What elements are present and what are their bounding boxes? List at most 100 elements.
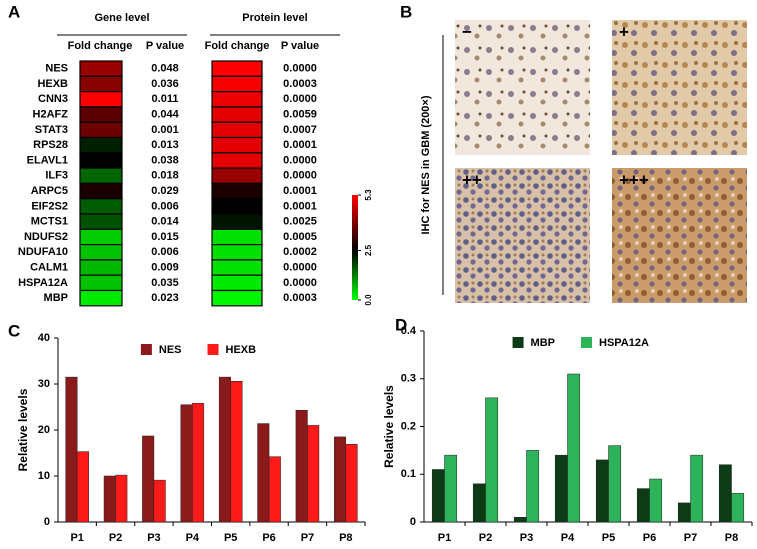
p-value: 0.0000 (283, 93, 317, 105)
x-tick-label: P3 (520, 532, 533, 544)
bar (595, 459, 609, 523)
row-label: CNN3 (38, 93, 68, 105)
heat-cell (211, 136, 263, 154)
p-value: 0.0059 (283, 108, 317, 120)
x-tick-label: P1 (438, 532, 451, 544)
row-label: ELAVL1 (27, 154, 68, 166)
heat-cell (211, 244, 263, 261)
y-tick-label: 10 (38, 470, 50, 482)
heat-cell (79, 228, 123, 246)
row-label: ARPC5 (31, 185, 68, 197)
column-label: Fold change (68, 40, 133, 52)
y-tick-label: 0.2 (401, 420, 416, 432)
p-value: 0.013 (151, 139, 179, 151)
heat-cell (211, 90, 263, 108)
row-label: MBP (44, 292, 68, 304)
bar (345, 444, 358, 523)
p-value: 0.0025 (283, 216, 317, 228)
row-label: NDUFA10 (18, 246, 68, 258)
ihc-grade: +++ (619, 170, 649, 189)
p-value: 0.0001 (283, 139, 317, 151)
row-label: EIF2S2 (31, 200, 68, 212)
bar (257, 423, 270, 523)
p-value: 0.0005 (283, 231, 317, 243)
y-tick-label: 0 (44, 516, 50, 528)
p-value: 0.018 (151, 170, 179, 182)
y-axis-label: Relative levels (16, 388, 30, 471)
p-value: 0.0000 (283, 154, 317, 166)
heat-cell (211, 106, 263, 123)
heat-cell (79, 213, 123, 230)
bar (268, 456, 281, 523)
x-tick-label: P1 (70, 532, 83, 544)
heat-cell (79, 167, 123, 185)
p-value: 0.006 (151, 246, 179, 258)
heat-cell (211, 259, 263, 276)
panel-c: C 0 10 20 30 40 Relative levels P1 P2 P3 P4 P5 P6 P7 P… (8, 321, 366, 544)
heat-cell (79, 90, 123, 108)
heat-cell (79, 136, 123, 154)
x-tick-label: P3 (147, 532, 160, 544)
heat-cell (79, 259, 123, 276)
x-tick-label: P5 (224, 532, 237, 544)
panel-b: B IHC for NES in GBM (200×) − + ++ +++ (400, 2, 747, 303)
bar (180, 404, 193, 523)
group-header: Gene level (94, 12, 149, 24)
ihc-title: IHC for NES in GBM (200×) (420, 95, 432, 234)
legend-swatch (512, 337, 524, 348)
heat-cell (79, 75, 123, 93)
bar (307, 425, 320, 523)
heat-cell (211, 121, 263, 139)
bar (115, 474, 128, 523)
x-tick-label: P8 (339, 532, 352, 544)
p-value: 0.0003 (283, 78, 317, 90)
bar (731, 493, 745, 523)
p-value: 0.0007 (283, 124, 317, 136)
heat-cell (211, 213, 263, 230)
row-label: HSPA12A (18, 277, 68, 289)
column-label: P value (146, 40, 184, 52)
ihc-grade: − (462, 22, 472, 41)
color-bar (352, 195, 358, 300)
bar (76, 451, 89, 523)
ihc-image (612, 20, 747, 155)
x-tick-label: P7 (301, 532, 314, 544)
p-value: 0.009 (151, 261, 179, 273)
row-label: NDUFS2 (24, 231, 68, 243)
bar (444, 454, 458, 523)
heat-cell (211, 75, 263, 93)
y-tick-label: 40 (38, 332, 50, 344)
heat-cell (79, 60, 123, 77)
heat-cell (79, 182, 123, 200)
panel-letter: C (8, 321, 20, 340)
x-tick-label: P2 (479, 532, 492, 544)
heat-cell (211, 228, 263, 246)
bar (526, 450, 540, 523)
bar (230, 380, 243, 523)
y-tick-label: 0 (410, 516, 416, 528)
bar (649, 478, 663, 523)
row-label: STAT3 (35, 124, 68, 136)
p-value: 0.015 (151, 231, 179, 243)
heat-cell (79, 198, 123, 215)
legend-swatch (140, 344, 152, 355)
y-tick-label: 0.4 (401, 325, 417, 337)
bar (218, 376, 231, 523)
heat-cell (211, 289, 263, 307)
bar (636, 488, 650, 523)
heat-cell (79, 152, 123, 169)
ihc-image (455, 168, 590, 303)
bar (192, 403, 205, 523)
panel-letter: A (8, 2, 20, 21)
ihc-image (455, 20, 590, 155)
heat-cell (211, 152, 263, 169)
column-label: Fold change (205, 40, 270, 52)
heat-cell (211, 274, 263, 292)
x-tick-label: P4 (561, 532, 575, 544)
x-tick-label: P2 (109, 532, 122, 544)
p-value: 0.006 (151, 200, 179, 212)
bar (485, 397, 499, 523)
y-axis-label: Relative levels (382, 385, 396, 468)
x-tick-label: P6 (643, 532, 656, 544)
